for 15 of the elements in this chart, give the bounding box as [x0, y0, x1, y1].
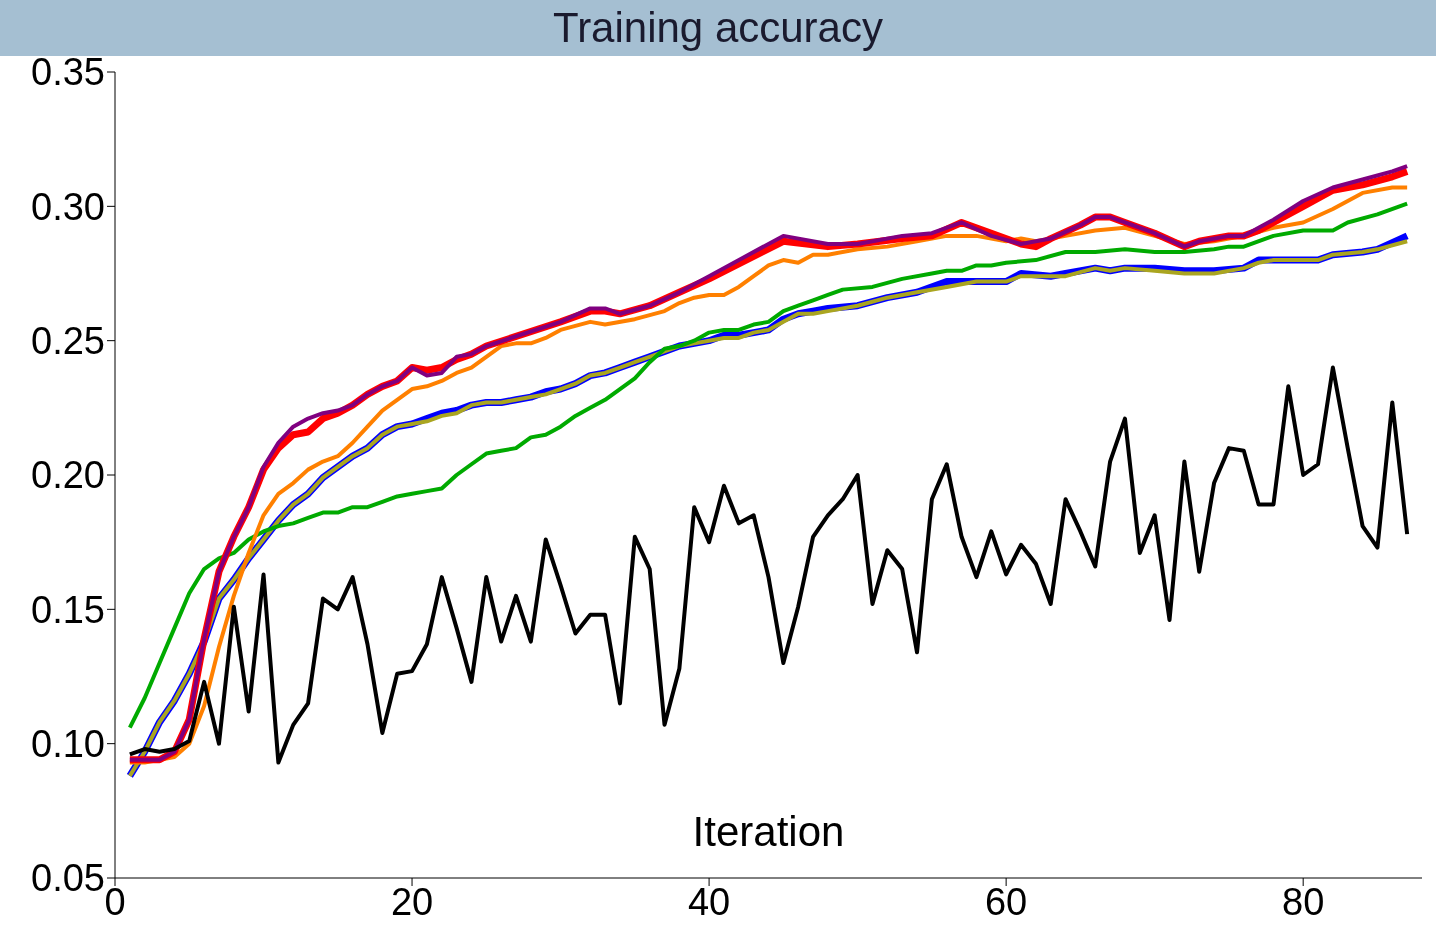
chart-title: Training accuracy [553, 4, 883, 51]
line-series [127, 365, 1410, 765]
x-tick-label: 60 [985, 880, 1028, 923]
y-tick-label: 0.05 [31, 857, 105, 900]
y-tick-label: 0.25 [31, 320, 105, 363]
y-tick-label: 0.10 [31, 723, 105, 766]
x-axis-title: Iteration [691, 808, 846, 856]
y-tick-label: 0.15 [31, 588, 105, 631]
y-tick-label: 0.35 [31, 51, 105, 94]
x-tick-label: 80 [1282, 880, 1325, 923]
x-tick-label: 40 [687, 880, 731, 923]
y-tick-label: 0.20 [31, 454, 105, 497]
y-tick-label: 0.30 [31, 185, 105, 228]
x-tick-label: 20 [390, 880, 434, 923]
x-tick-label: 0 [104, 880, 126, 923]
